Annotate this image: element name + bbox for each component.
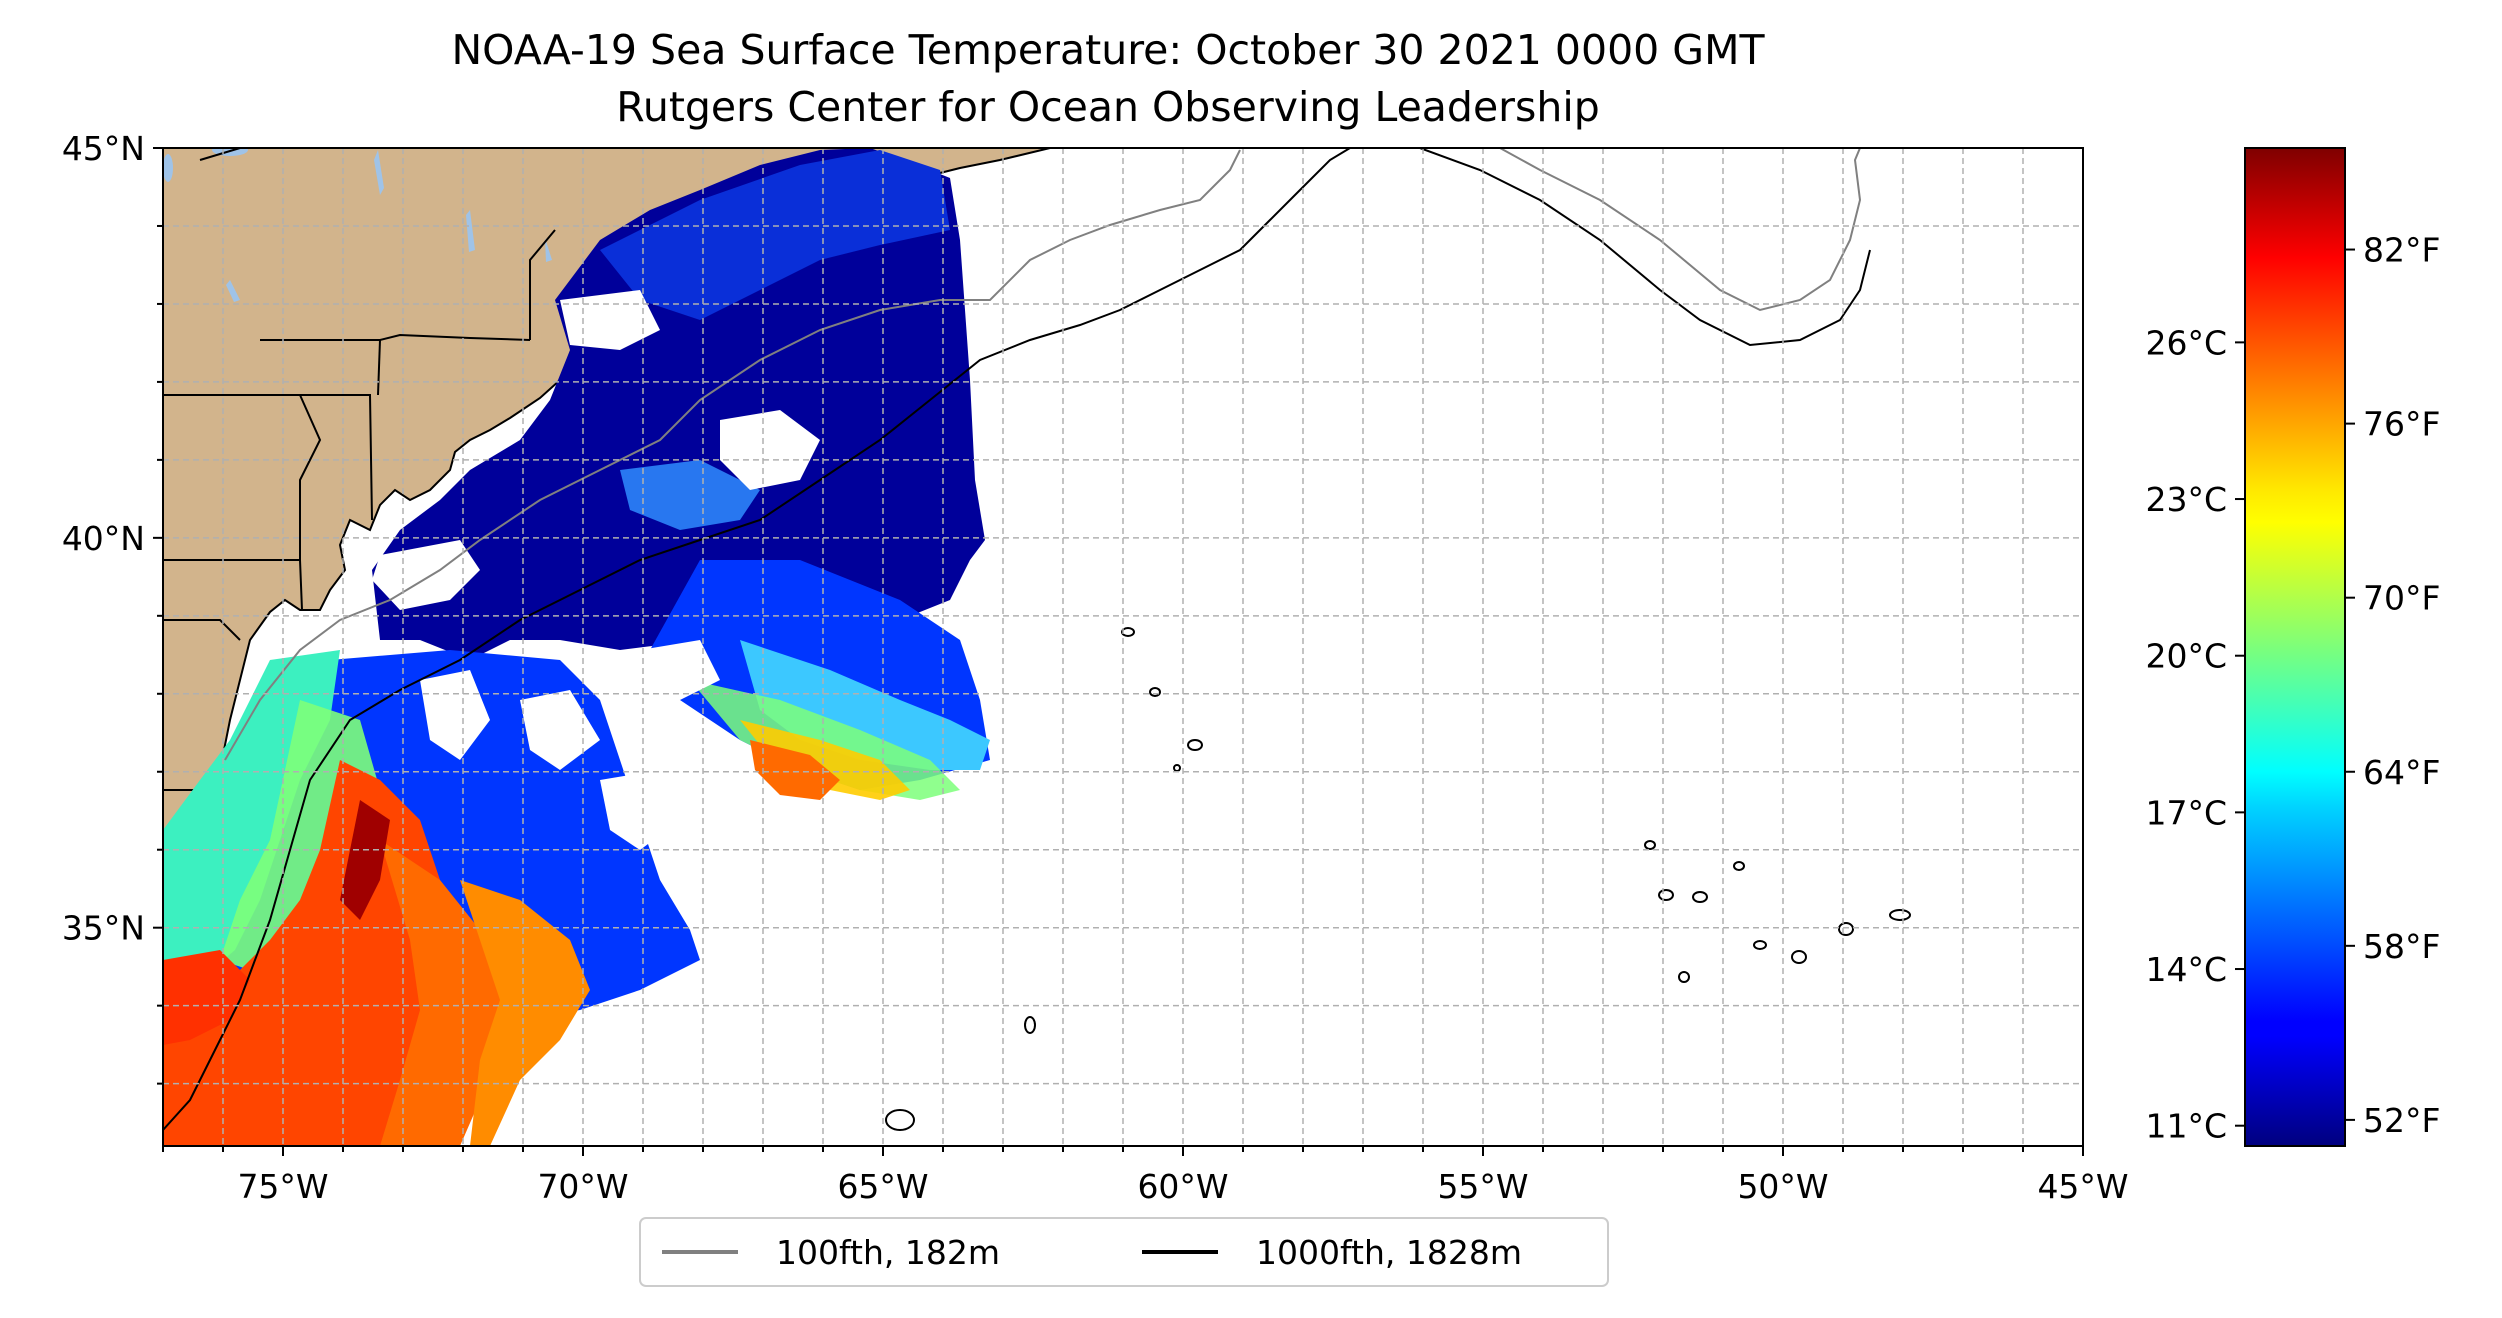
- x-tick-label: 50°W: [1737, 1167, 1828, 1206]
- colorbar: [2244, 147, 2346, 1147]
- cbar-c-label: 26°C: [2145, 323, 2227, 362]
- legend-label-1000fth: 1000fth, 1828m: [1256, 1233, 1522, 1272]
- lake: [163, 154, 173, 182]
- lake: [466, 210, 475, 252]
- cbar-c-label: 23°C: [2145, 480, 2227, 519]
- lake: [374, 150, 384, 195]
- cbar-f-label: 82°F: [2363, 231, 2440, 270]
- sst-data: [163, 148, 990, 1146]
- y-tick-label: 40°N: [62, 519, 145, 558]
- cbar-f-label: 64°F: [2363, 753, 2440, 792]
- cbar-f-label: 70°F: [2363, 579, 2440, 618]
- x-tick-label: 65°W: [837, 1167, 928, 1206]
- map-area: [163, 148, 2083, 1146]
- cbar-c-label: 20°C: [2145, 637, 2227, 676]
- chart-subtitle: Rutgers Center for Ocean Observing Leade…: [616, 83, 1600, 131]
- y-tick-label: 35°N: [62, 909, 145, 948]
- gridlines: [163, 148, 2083, 1146]
- cbar-f-label: 58°F: [2363, 927, 2440, 966]
- x-tick-label: 70°W: [537, 1167, 628, 1206]
- contour-100fth: [224, 148, 1862, 761]
- map-ticks: 75°W 70°W 65°W 60°W 55°W 50°W 45°W 45°N 40°N 35°N: [62, 129, 2129, 1206]
- legend: 100fth, 182m 1000fth, 1828m: [639, 1217, 1609, 1287]
- lake: [226, 280, 240, 302]
- y-tick-label: 45°N: [62, 129, 145, 168]
- cbar-f-label: 52°F: [2363, 1101, 2440, 1140]
- x-tick-label: 55°W: [1437, 1167, 1528, 1206]
- lake: [545, 238, 552, 262]
- cbar-c-label: 14°C: [2145, 950, 2227, 989]
- legend-box: [639, 1217, 1609, 1287]
- x-tick-label: 60°W: [1137, 1167, 1228, 1206]
- colorbar-ticks: 52°F 58°F 64°F 70°F 76°F 82°F 11°C 14°C 17°C 20°C…: [2145, 231, 2440, 1146]
- cbar-c-label: 17°C: [2145, 793, 2227, 832]
- cbar-c-label: 11°C: [2145, 1107, 2227, 1146]
- chart-title: NOAA-19 Sea Surface Temperature: October…: [451, 26, 1765, 74]
- legend-label-100fth: 100fth, 182m: [776, 1233, 1000, 1272]
- x-tick-label: 75°W: [237, 1167, 328, 1206]
- cbar-f-label: 76°F: [2363, 405, 2440, 444]
- x-tick-label: 45°W: [2037, 1167, 2128, 1206]
